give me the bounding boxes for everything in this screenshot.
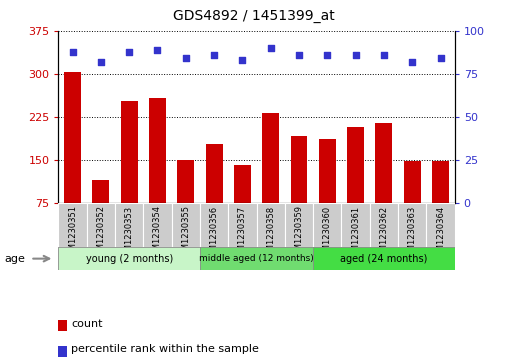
Text: GSM1230353: GSM1230353 [124,205,134,262]
Point [323,52,331,58]
Bar [177,160,194,203]
Bar [115,203,143,247]
Bar [121,101,138,203]
Point [210,52,218,58]
Bar [291,136,307,203]
Bar [92,180,109,203]
Text: age: age [5,254,25,264]
Bar [58,203,87,247]
Bar [200,247,313,270]
Point [408,59,416,65]
Bar [313,247,455,270]
Text: GSM1230355: GSM1230355 [181,205,190,261]
Text: GSM1230362: GSM1230362 [379,205,389,262]
Text: GSM1230352: GSM1230352 [97,205,105,261]
Text: GSM1230358: GSM1230358 [266,205,275,262]
Text: GSM1230364: GSM1230364 [436,205,445,262]
Point [238,57,246,63]
Bar [143,203,172,247]
Bar [228,203,257,247]
Bar [257,203,285,247]
Point [352,52,360,58]
Point [125,49,133,54]
Bar [234,165,251,203]
Text: GSM1230359: GSM1230359 [295,205,303,261]
Point [153,47,162,53]
Bar [58,346,67,357]
Point [295,52,303,58]
Text: GSM1230351: GSM1230351 [68,205,77,261]
Bar [398,203,426,247]
Bar [432,161,449,203]
Point [97,59,105,65]
Point [380,52,388,58]
Bar [206,144,223,203]
Text: count: count [72,319,103,329]
Bar [285,203,313,247]
Bar [370,203,398,247]
Bar [426,203,455,247]
Text: GDS4892 / 1451399_at: GDS4892 / 1451399_at [173,9,335,23]
Text: GSM1230357: GSM1230357 [238,205,247,262]
Text: middle aged (12 months): middle aged (12 months) [199,254,314,263]
Bar [262,113,279,203]
Point [69,49,77,54]
Bar [200,203,228,247]
Text: GSM1230360: GSM1230360 [323,205,332,262]
Bar [347,127,364,203]
Bar [58,247,200,270]
Point [267,45,275,51]
Point [436,56,444,61]
Text: GSM1230356: GSM1230356 [210,205,218,262]
Bar [87,203,115,247]
Point [182,56,190,61]
Bar [313,203,341,247]
Bar [64,72,81,203]
Bar [172,203,200,247]
Bar [341,203,370,247]
Bar [404,161,421,203]
Text: GSM1230361: GSM1230361 [351,205,360,262]
Text: percentile rank within the sample: percentile rank within the sample [72,344,260,354]
Text: GSM1230363: GSM1230363 [408,205,417,262]
Bar [58,321,67,331]
Text: young (2 months): young (2 months) [85,254,173,264]
Bar [375,123,392,203]
Bar [319,139,336,203]
Text: aged (24 months): aged (24 months) [340,254,428,264]
Text: GSM1230354: GSM1230354 [153,205,162,261]
Bar [149,98,166,203]
